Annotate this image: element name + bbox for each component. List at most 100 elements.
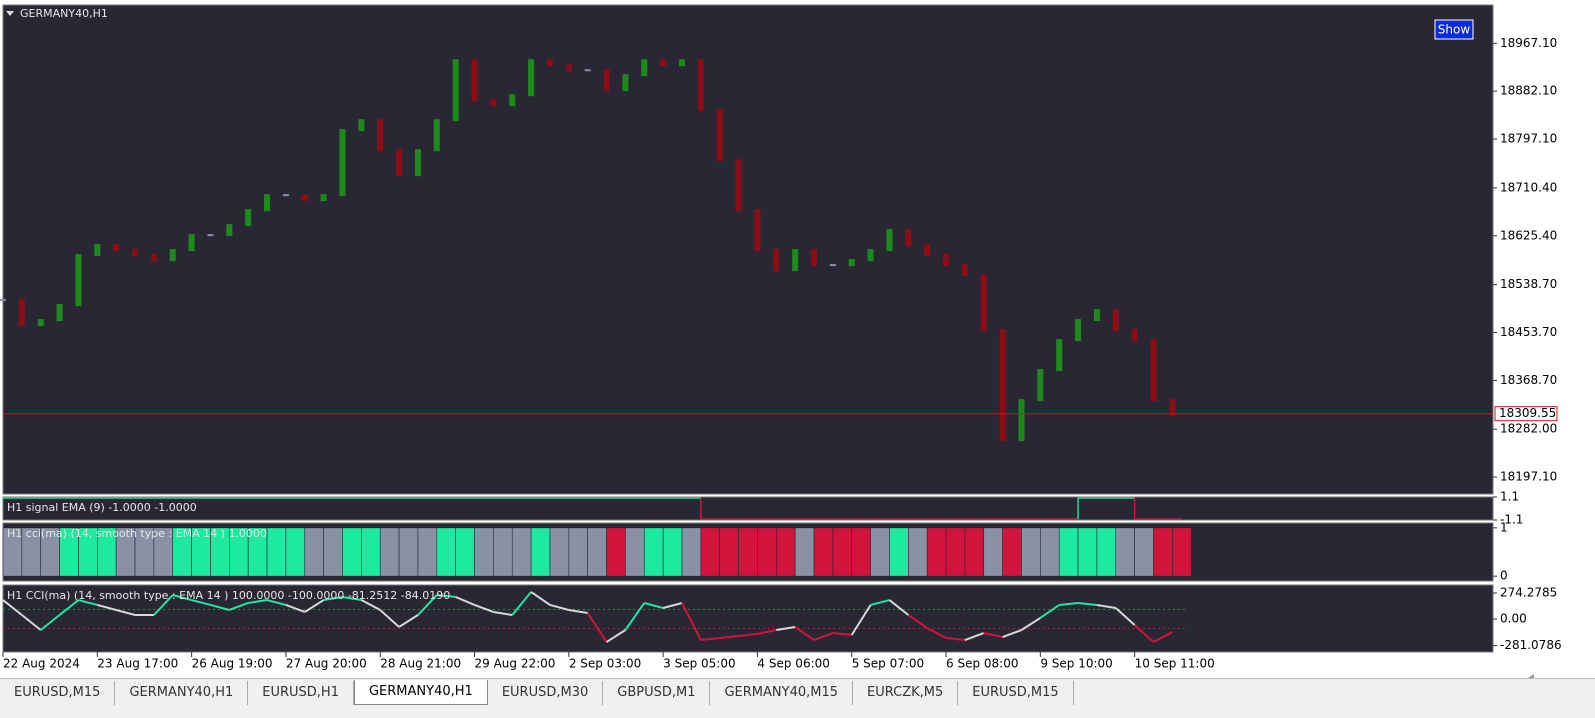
price-bar [358,119,365,132]
tab[interactable]: EURUSD,H1 [248,681,354,705]
tab[interactable]: EURUSD,M15 [958,681,1074,705]
x-tick-label: 6 Sep 08:00 [946,657,1018,671]
signal-panel [2,496,1494,521]
state-bar [643,527,664,577]
cci-segment [266,599,287,606]
cci-segment [191,599,211,606]
price-bar [943,254,950,267]
price-bar [1037,369,1044,402]
cci-segment [907,614,928,629]
price-bar [509,94,516,107]
price-bar [282,194,289,197]
y-tick-label: 18797.10 [1500,132,1557,146]
x-tick-label: 4 Sep 06:00 [757,657,829,671]
cci-segment [1133,624,1155,643]
state-bar [587,527,607,577]
price-bar [980,274,987,332]
price-bar [339,129,346,197]
tab[interactable]: EURUSD,M15 [0,681,116,705]
state-bar [945,527,966,577]
cci-segment [738,632,758,637]
x-tick-label: 3 Sep 05:00 [663,657,735,671]
state-bar [606,527,626,577]
tab[interactable]: GERMANY40,H1 [353,680,488,705]
price-bar [546,59,553,67]
state-bar [757,527,777,577]
price-bar [245,209,252,227]
price-bar [150,254,157,262]
cci-segment [21,614,42,631]
state-bar [983,527,1003,577]
cci-segment [285,604,306,613]
signal-step [1133,498,1154,520]
y-tick-label: 18882.10 [1500,84,1557,98]
price-bar [188,234,195,252]
y-tick-label: 18710.40 [1500,180,1557,194]
cci-segment [813,632,834,641]
cci-segment [58,599,80,616]
price-bar [697,59,704,112]
y-tick-label: 18282.00 [1500,422,1557,436]
price-bar [0,299,6,302]
price-bar [1150,339,1157,402]
y-tick-label: 18967.10 [1500,36,1557,50]
show-button[interactable] [1434,19,1474,40]
price-bar [264,194,271,212]
price-bar [528,59,535,97]
state-bar [417,527,438,577]
price-bar [999,329,1006,442]
y-tick-label: 0 [1500,569,1508,583]
collapse-icon[interactable] [6,11,14,16]
state-bar [1172,527,1192,577]
cci-segment [511,591,532,616]
cci-segment [850,604,872,636]
cci-segment [606,629,626,643]
cci-segment [97,604,117,611]
cci-segment [1115,607,1136,626]
cci-segment [586,612,608,643]
x-tick-label: 10 Sep 11:00 [1135,657,1215,671]
cci-segment [493,610,513,617]
tab[interactable]: GERMANY40,H1 [115,681,249,705]
state-bar [908,527,928,577]
state-bar [323,527,343,577]
x-tick-label: 9 Sep 10:00 [1040,657,1112,671]
y-tick-label: 274.2785 [1500,585,1557,599]
cci-segment [210,604,230,611]
cci-segment [1077,601,1098,606]
tab[interactable]: GERMANY40,M15 [710,681,854,705]
cci-segment [926,627,947,639]
cci-segment [700,636,720,642]
price-bar [603,69,610,92]
cci-segment [983,632,1003,638]
price-bar [1169,399,1176,417]
scroll-left[interactable] [1528,674,1534,678]
state-bar [1077,527,1098,577]
cci-segment [40,614,61,631]
state-bar [889,527,909,577]
price-bar [452,59,459,122]
state-bar [1153,527,1173,577]
state-bar [1134,527,1154,577]
state-bar [1096,527,1117,577]
x-tick-label: 26 Aug 19:00 [192,657,273,671]
cci-segment [248,599,268,604]
price-bar [56,304,63,322]
price-label-box [1494,406,1558,422]
y-tick-label: -281.0786 [1500,638,1562,652]
tab[interactable]: GBPUSD,M1 [603,681,711,705]
cci-segment [153,594,174,616]
price-bar [1112,309,1119,332]
cci-panel [2,584,1494,653]
price-bar [905,229,912,247]
price-bar [490,99,497,107]
show-button-label[interactable]: Show [1438,23,1471,37]
main-panel [2,4,1494,495]
tab[interactable]: EURUSD,M30 [488,681,604,705]
current-price-label: 18309.55 [1499,406,1556,420]
cci-segment [474,604,494,613]
x-tick-label: 29 Aug 22:00 [475,657,556,671]
tab[interactable]: EURCZK,M5 [853,681,959,705]
y-tick-label: 0.00 [1500,612,1527,626]
state-bar [681,527,702,577]
